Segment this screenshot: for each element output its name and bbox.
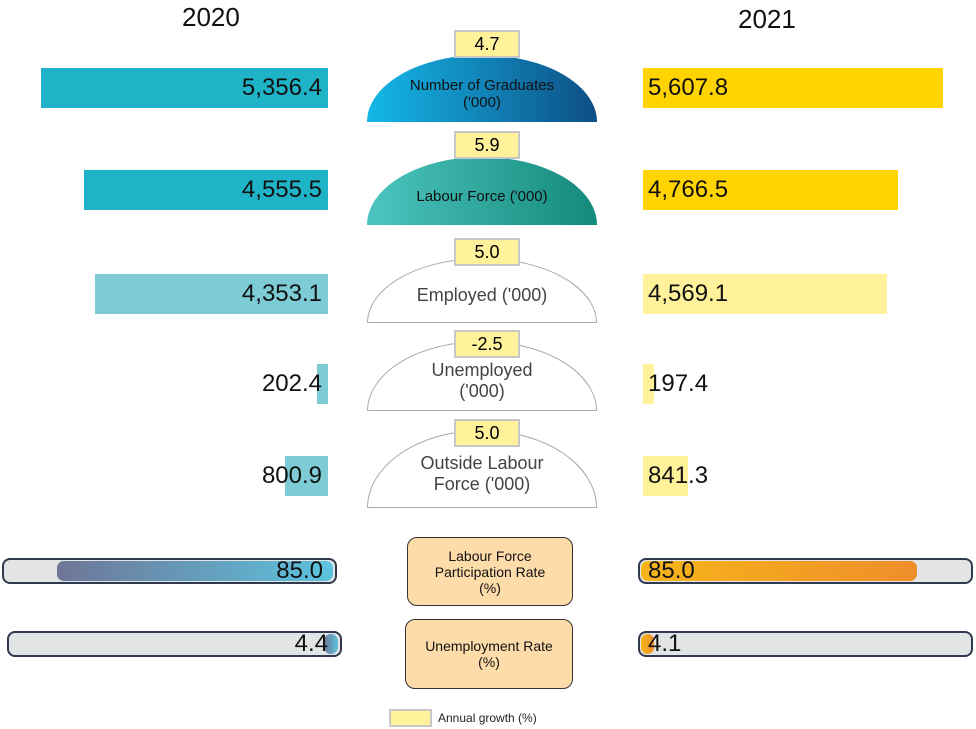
- growth-label: 5.9: [454, 131, 520, 159]
- bar-2020: [84, 170, 328, 210]
- rate-box: Unemployment Rate (%): [405, 619, 573, 689]
- growth-label: -2.5: [454, 330, 520, 358]
- growth-label: 5.0: [454, 238, 520, 266]
- rate-box: Labour Force Participation Rate (%): [407, 537, 573, 606]
- rate-label-2021: 85.0: [648, 557, 695, 584]
- value-label-2021: 4,569.1: [648, 280, 729, 307]
- rate-label-2020: 85.0: [276, 557, 323, 584]
- rate-bar-2020: [323, 634, 338, 654]
- value-label-2020: 4,555.5: [241, 176, 322, 203]
- rate-track: [7, 631, 342, 657]
- growth-label: 4.7: [454, 30, 520, 58]
- value-label-2020: 202.4: [261, 370, 322, 397]
- legend-label: Annual growth (%): [438, 711, 537, 725]
- rate-label-2020: 4.4: [294, 630, 328, 657]
- rate-track: [638, 631, 973, 657]
- value-label-2021: 4,766.5: [648, 176, 729, 203]
- bar-2020: [317, 364, 328, 404]
- value-label-2020: 4,353.1: [241, 280, 322, 307]
- bar-2020: [95, 274, 328, 314]
- bar-2021: [643, 170, 898, 210]
- bar-2021: [643, 456, 688, 496]
- category-dome: Labour Force ('000): [367, 157, 597, 225]
- bar-2021: [643, 68, 943, 108]
- left-title: 2020: [182, 2, 240, 32]
- value-label-2021: 197.4: [648, 370, 709, 397]
- bar-2020: [41, 68, 328, 108]
- legend-swatch: [389, 709, 432, 727]
- rate-bar-2021: [641, 634, 655, 654]
- value-label-2021: 5,607.8: [648, 74, 729, 101]
- bar-2021: [643, 364, 654, 404]
- rate-bar-2020: [56, 561, 333, 581]
- bar-2021: [643, 274, 888, 314]
- rate-bar-2021: [641, 561, 918, 581]
- category-dome: Number of Graduates ('000): [367, 55, 597, 122]
- value-label-2021: 841.3: [648, 462, 709, 489]
- right-title: 2021: [738, 4, 796, 34]
- value-label-2020: 800.9: [261, 462, 322, 489]
- category-dome: Employed ('000): [367, 258, 597, 323]
- value-label-2020: 5,356.4: [241, 74, 322, 101]
- growth-label: 5.0: [454, 419, 520, 447]
- rate-label-2021: 4.1: [648, 630, 682, 657]
- bar-2020: [285, 456, 328, 496]
